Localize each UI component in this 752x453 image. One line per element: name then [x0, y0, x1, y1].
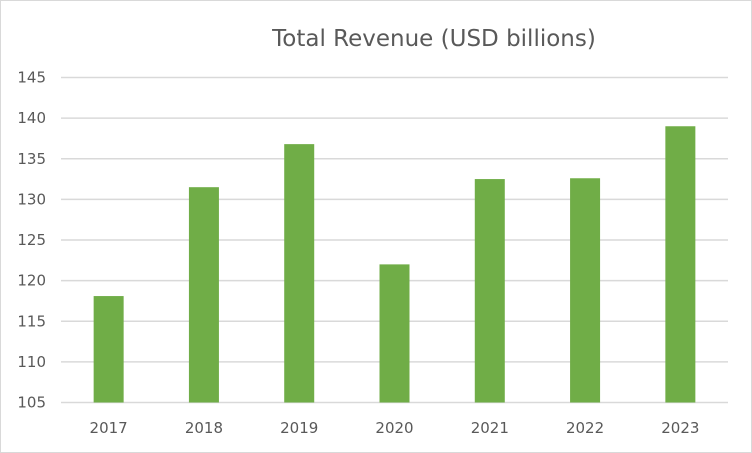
x-tick-label: 2022: [566, 419, 604, 437]
chart-title: Total Revenue (USD billions): [271, 26, 596, 52]
x-tick-label: 2017: [90, 419, 128, 437]
y-tick-label: 140: [17, 109, 46, 127]
y-tick-label: 115: [17, 312, 46, 330]
y-axis-tick-labels: 105 110 115 120 125 130 135 140 145: [17, 69, 46, 412]
y-tick-label: 105: [17, 394, 46, 412]
bars: [93, 126, 696, 403]
x-tick-label: 2018: [185, 419, 223, 437]
y-tick-label: 120: [17, 272, 46, 290]
x-tick-label: 2020: [375, 419, 413, 437]
y-tick-label: 145: [17, 69, 46, 87]
x-tick-label: 2021: [471, 419, 509, 437]
bar-2018: [188, 187, 219, 403]
gridlines: [61, 76, 728, 404]
y-tick-label: 110: [17, 353, 46, 371]
bar-2019: [284, 144, 315, 403]
bar-2022: [570, 178, 601, 403]
bar-2020: [379, 264, 410, 403]
x-tick-label: 2019: [280, 419, 318, 437]
y-tick-label: 125: [17, 231, 46, 249]
y-tick-label: 130: [17, 190, 46, 208]
x-axis-tick-labels: 2017 2018 2019 2020 2021 2022 2023: [90, 419, 700, 437]
y-tick-label: 135: [17, 150, 46, 168]
bar-2023: [665, 126, 696, 403]
bar-2021: [474, 179, 505, 403]
bar-2017: [93, 296, 124, 403]
x-tick-label: 2023: [661, 419, 699, 437]
